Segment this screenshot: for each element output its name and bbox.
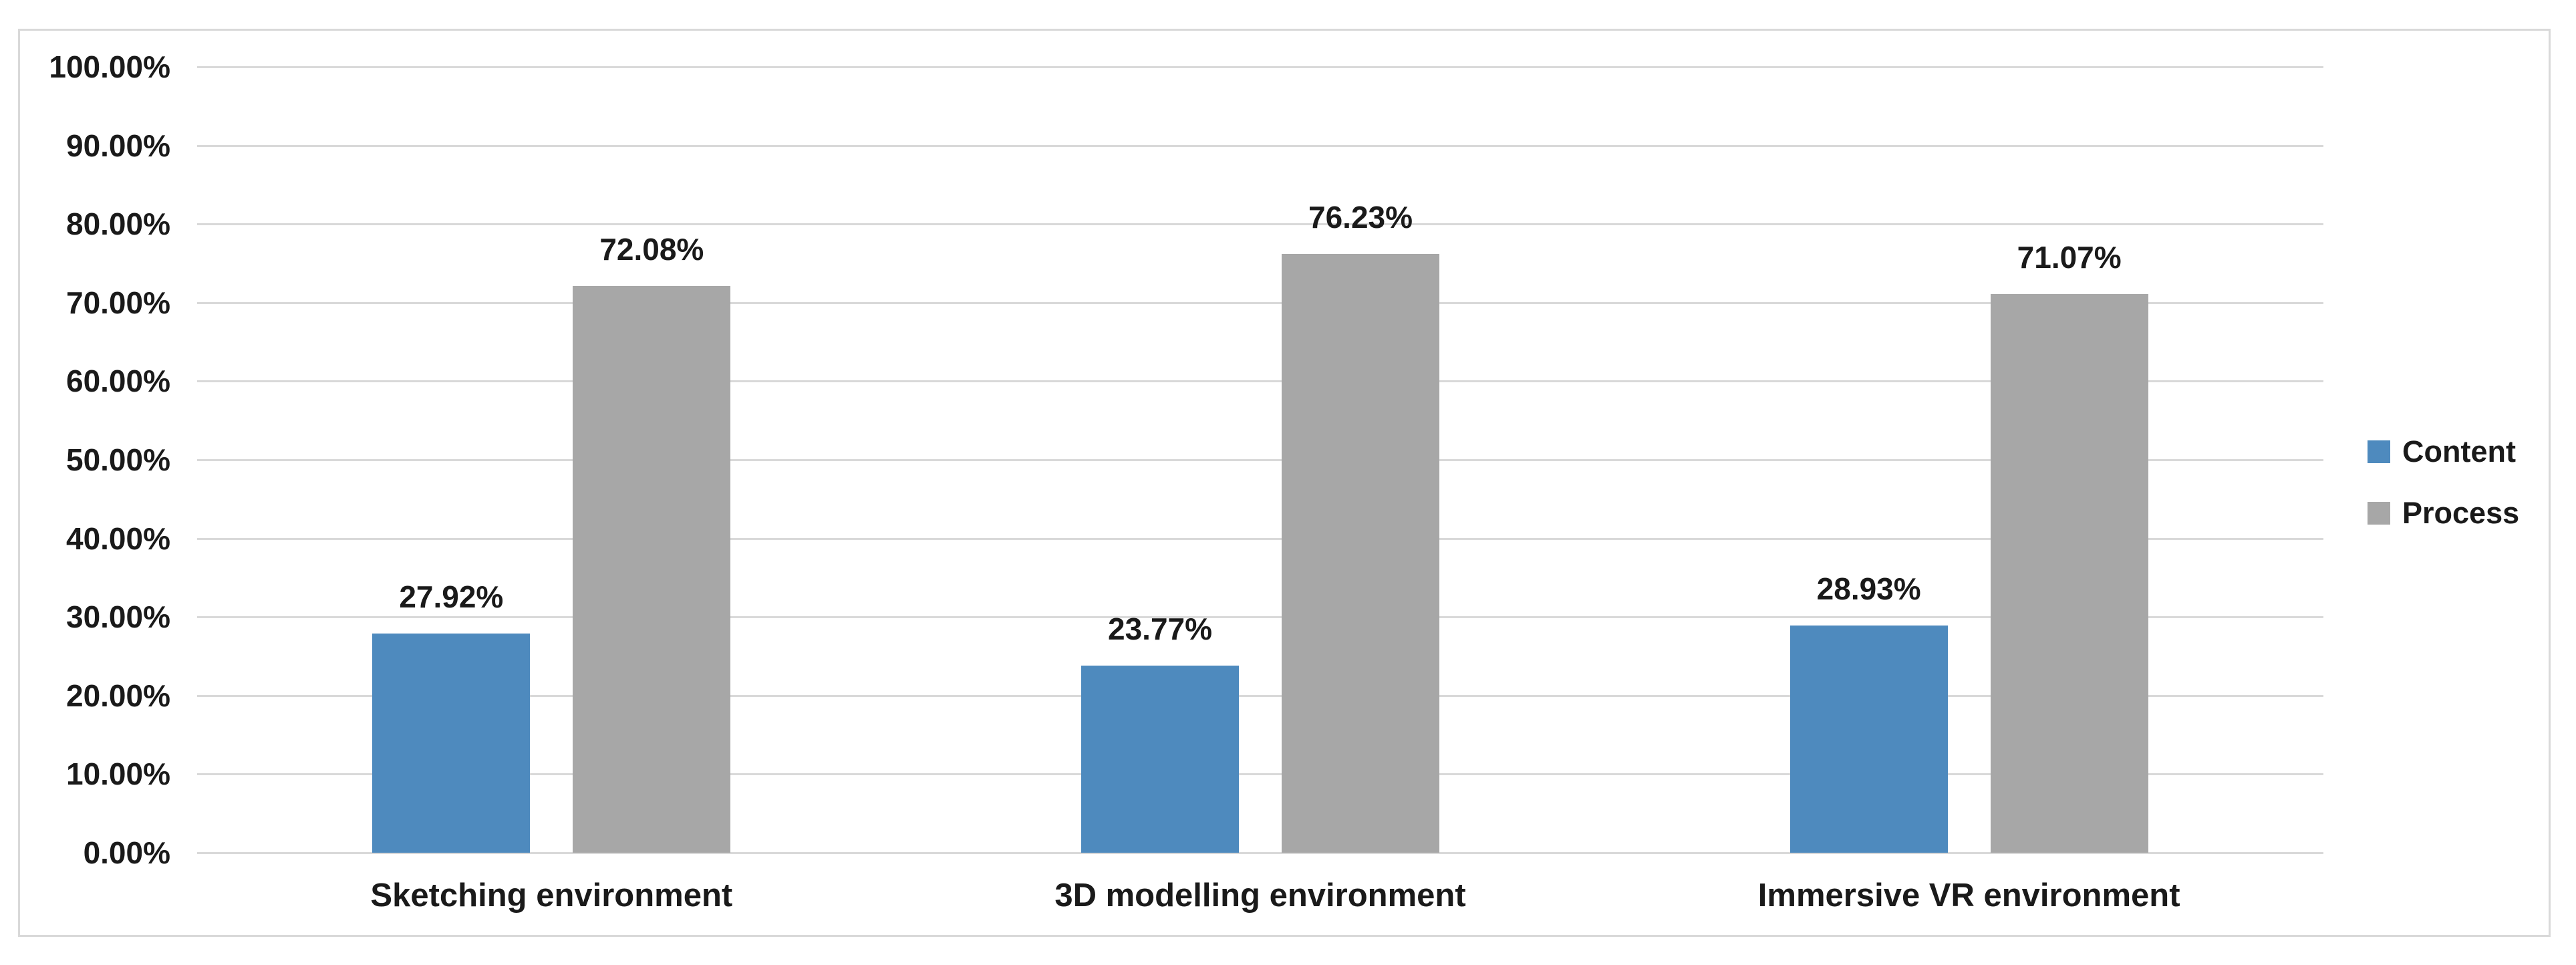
data-label-content-3: 28.93% <box>1816 571 1921 606</box>
category-label: Immersive VR environment <box>1757 877 2180 914</box>
bar-process-2 <box>1282 253 1439 853</box>
legend-label-process: Process <box>2402 496 2520 530</box>
y-axis-tick-label: 90.00% <box>65 128 170 163</box>
data-label-content-2: 23.77% <box>1107 611 1213 647</box>
content-series-swatch <box>2368 440 2390 463</box>
data-label-process-2: 76.23% <box>1308 199 1413 235</box>
gridline-40 <box>197 537 2323 540</box>
y-axis-tick-label: 10.00% <box>65 756 170 792</box>
data-label-process-3: 71.07% <box>2017 240 2122 275</box>
y-axis-tick-label: 40.00% <box>65 521 170 556</box>
bar-process-1 <box>573 286 731 853</box>
gridline-60 <box>197 380 2323 383</box>
gridline-0 <box>197 852 2323 854</box>
bar-content-1 <box>372 633 531 853</box>
y-axis-tick-label: 30.00% <box>65 599 170 635</box>
legend-item-process: Process <box>2368 497 2519 529</box>
y-axis-tick-label: 50.00% <box>65 442 170 477</box>
bar-content-3 <box>1790 625 1948 853</box>
legend-label-content: Content <box>2402 434 2516 468</box>
process-series-swatch <box>2368 502 2390 525</box>
gridline-90 <box>197 144 2323 147</box>
y-axis-tick-label: 20.00% <box>65 678 170 713</box>
y-axis-tick-label: 80.00% <box>65 206 170 242</box>
category-label: Sketching environment <box>370 877 733 914</box>
gridline-20 <box>197 694 2323 697</box>
gridline-100 <box>197 66 2323 68</box>
legend-item-content: Content <box>2368 436 2519 468</box>
bar-process-3 <box>1990 294 2148 853</box>
data-label-process-1: 72.08% <box>599 232 704 267</box>
gridline-10 <box>197 773 2323 776</box>
y-axis-tick-label: 100.00% <box>49 49 170 84</box>
data-label-content-1: 27.92% <box>399 579 504 614</box>
gridline-70 <box>197 301 2323 304</box>
category-label: 3D modelling environment <box>1054 877 1466 914</box>
y-axis-tick-label: 0.00% <box>83 835 170 870</box>
gridline-80 <box>197 223 2323 226</box>
gridline-50 <box>197 459 2323 461</box>
bar-content-2 <box>1081 666 1239 853</box>
y-axis-tick-label: 60.00% <box>65 364 170 399</box>
legend: Content Process <box>2368 436 2519 529</box>
y-axis-tick-label: 70.00% <box>65 285 170 320</box>
gridline-30 <box>197 616 2323 619</box>
